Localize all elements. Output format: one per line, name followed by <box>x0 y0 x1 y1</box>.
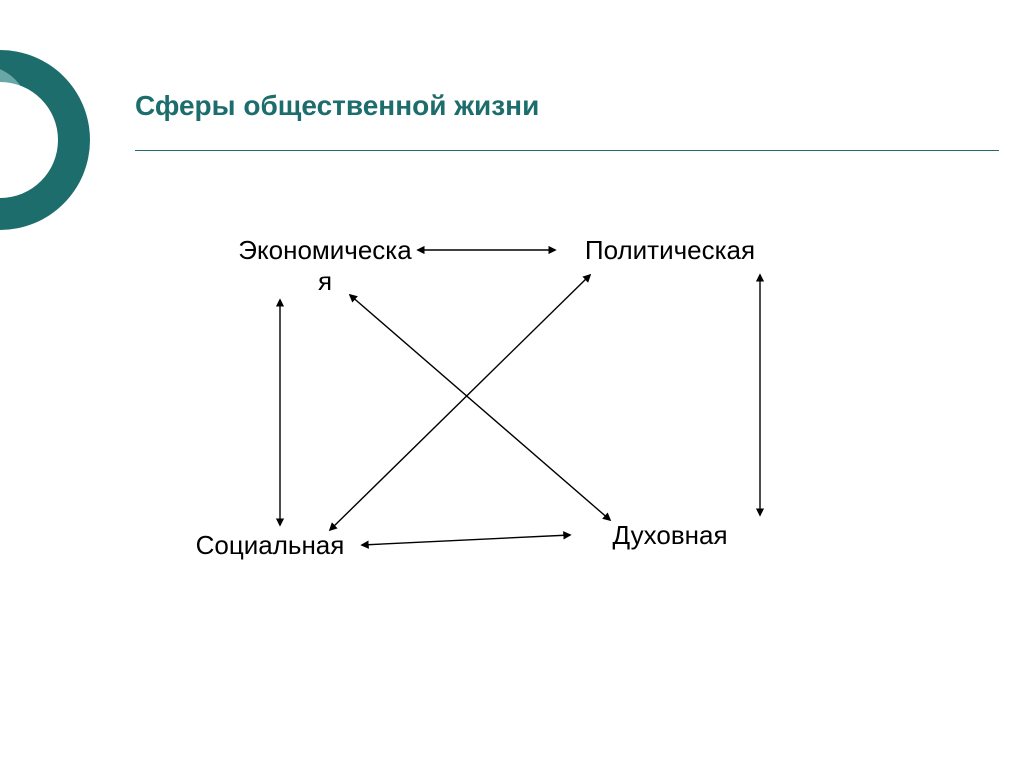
node-econ: Экономическа я <box>220 235 430 297</box>
edge <box>362 535 570 545</box>
node-econ-line2: я <box>318 266 332 296</box>
node-econ-line1: Экономическа <box>238 235 411 265</box>
title-underline <box>135 150 999 151</box>
page-title: Сферы общественной жизни <box>135 90 539 122</box>
node-polit-line1: Политическая <box>585 235 755 265</box>
node-social-line1: Социальная <box>196 530 345 560</box>
node-spirit-line1: Духовная <box>612 520 727 550</box>
node-polit: Политическая <box>560 235 780 266</box>
node-spirit: Духовная <box>570 520 770 551</box>
edge <box>330 275 590 530</box>
edge <box>350 295 610 520</box>
node-social: Социальная <box>170 530 370 561</box>
